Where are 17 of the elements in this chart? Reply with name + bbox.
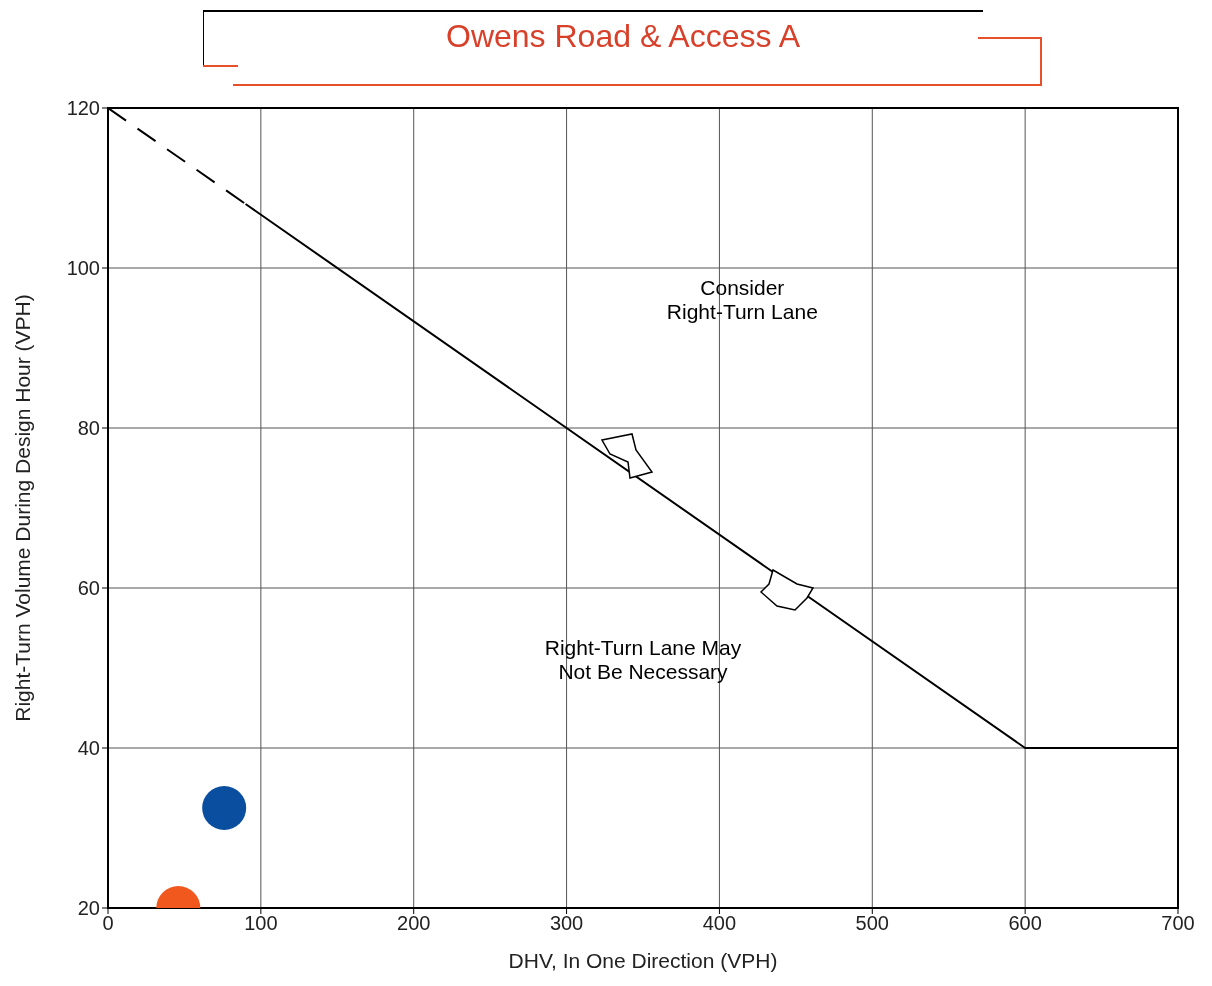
x-tick-label: 200 bbox=[397, 912, 431, 935]
x-tick-label: 100 bbox=[244, 912, 278, 935]
x-tick-label: 0 bbox=[102, 912, 114, 935]
y-tick-label: 100 bbox=[66, 257, 100, 280]
x-tick-label: 400 bbox=[702, 912, 737, 935]
x-tick-label: 700 bbox=[1161, 912, 1195, 935]
y-axis-title: Right-Turn Volume During Design Hour (VPH) bbox=[11, 294, 35, 722]
y-tick-label: 120 bbox=[66, 97, 100, 120]
x-tick-label: 600 bbox=[1008, 912, 1042, 935]
y-tick-label: 80 bbox=[77, 417, 100, 440]
x-tick-label: 500 bbox=[855, 912, 889, 935]
y-tick-label: 40 bbox=[77, 737, 100, 760]
chart-title: Owens Road & Access A bbox=[445, 18, 801, 55]
y-tick-label: 20 bbox=[77, 897, 100, 920]
y-tick-label: 60 bbox=[77, 577, 100, 600]
x-axis-title: DHV, In One Direction (VPH) bbox=[508, 949, 778, 972]
x-tick-label: 300 bbox=[549, 912, 584, 935]
